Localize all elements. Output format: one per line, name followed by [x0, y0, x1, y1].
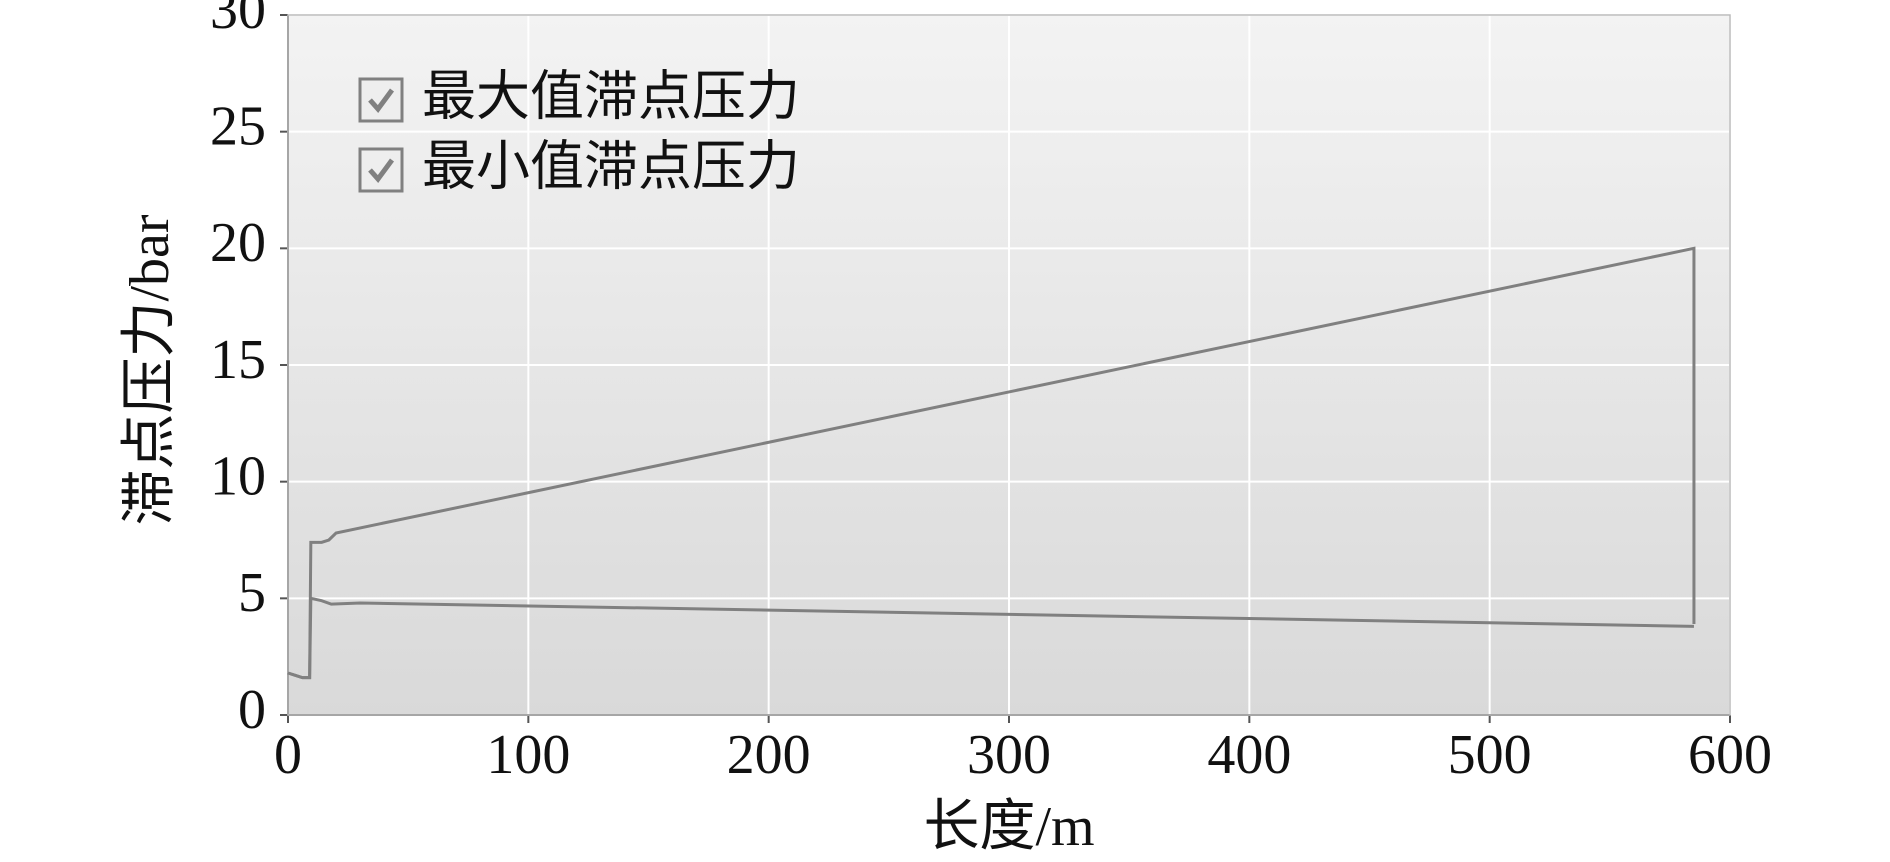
y-tick-label: 5 [238, 562, 266, 624]
y-tick-label: 25 [210, 96, 266, 158]
x-axis-title: 长度/m [923, 796, 1094, 858]
y-tick-label: 15 [210, 329, 266, 391]
y-tick-label: 10 [210, 446, 266, 508]
y-axis-title: 滞点压力/bar [119, 214, 181, 525]
legend-entry[interactable]: 最大值滞点压力 [358, 66, 800, 126]
x-tick-label: 500 [1448, 724, 1532, 786]
y-tick-label: 0 [238, 679, 266, 741]
plot-border [287, 14, 1731, 716]
x-tick-label: 100 [486, 724, 570, 786]
legend-checkbox[interactable] [358, 147, 404, 193]
legend-entry[interactable]: 最小值滞点压力 [358, 136, 800, 196]
x-tick-label: 400 [1207, 724, 1291, 786]
x-tick-label: 200 [727, 724, 811, 786]
x-tick-label: 0 [274, 724, 302, 786]
legend-check [368, 88, 395, 113]
y-tick-label: 30 [210, 0, 266, 41]
legend-check [368, 158, 395, 183]
series-line [287, 596, 1694, 680]
x-tick-label: 300 [967, 724, 1051, 786]
x-tick-label: 600 [1688, 724, 1772, 786]
legend-label: 最大值滞点压力 [422, 66, 800, 126]
legend-checkbox[interactable] [358, 77, 404, 123]
legend-label: 最小值滞点压力 [422, 136, 800, 196]
y-tick-label: 20 [210, 212, 266, 274]
